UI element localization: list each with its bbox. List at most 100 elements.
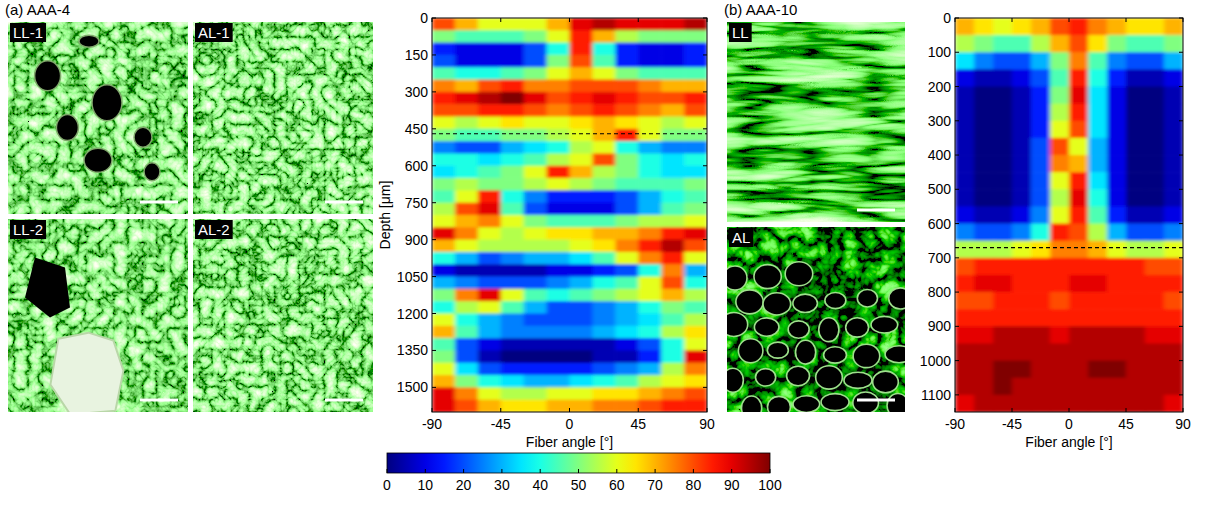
heat-cell — [570, 141, 594, 154]
heat-cell — [524, 43, 548, 56]
heat-cell — [547, 350, 571, 363]
heat-cell — [478, 215, 502, 228]
heat-cell — [432, 92, 456, 105]
axis-title: Fiber angle [°] — [1025, 434, 1112, 450]
heat-cell — [1126, 378, 1146, 396]
heat-cell — [661, 18, 685, 31]
tick — [425, 469, 426, 473]
heat-cell — [1164, 155, 1183, 173]
heat-cell — [478, 227, 502, 240]
heat-cell — [455, 43, 479, 56]
image-texture — [727, 227, 905, 412]
heat-cell — [432, 363, 456, 376]
heat-cell — [570, 18, 594, 31]
figure: (a) AAA-4(b) AAA-10LL-1AL-1LL-2AL-2LLAL-… — [0, 0, 1220, 517]
layer-boundary — [432, 133, 707, 134]
heat-cell — [1126, 189, 1146, 207]
heat-cell — [1050, 69, 1070, 87]
heat-cell — [1107, 35, 1127, 53]
heat-cell — [592, 166, 616, 179]
tick-label: 300 — [928, 113, 952, 129]
heat-cell — [455, 18, 479, 31]
frame — [955, 18, 1183, 412]
heat-cell — [615, 55, 639, 68]
tick — [432, 202, 436, 203]
tick — [432, 313, 436, 314]
heat-cell — [524, 277, 548, 290]
calcification — [50, 333, 123, 412]
heat-cell — [1050, 309, 1070, 327]
heat-cell — [1126, 104, 1146, 122]
tick — [432, 165, 436, 166]
heat-cell — [1145, 172, 1165, 190]
heat-cell — [955, 121, 975, 139]
heat-cell — [432, 129, 456, 142]
heat-cell — [455, 153, 479, 166]
heat-cell — [955, 138, 975, 156]
image-texture — [193, 219, 373, 412]
heat-cell — [684, 129, 707, 142]
heat-cell — [615, 190, 639, 203]
heat-cell — [432, 178, 456, 191]
tick-label: 300 — [405, 84, 429, 100]
heat-cell — [570, 203, 594, 216]
heat-cell — [1145, 121, 1165, 139]
heat-cell — [1088, 275, 1108, 293]
heat-cell — [1126, 138, 1146, 156]
heat-cell — [1145, 361, 1165, 379]
label-patch — [729, 228, 753, 247]
heat-cell — [592, 153, 616, 166]
heat-cell — [638, 240, 662, 253]
heat-cell — [1107, 189, 1127, 207]
heat-cell — [1012, 172, 1032, 190]
heat-cell — [455, 350, 479, 363]
heat-cell — [955, 326, 975, 344]
heat-cell — [501, 43, 525, 56]
heat-cell — [524, 264, 548, 277]
heat-cell — [661, 141, 685, 154]
heat-cell — [570, 326, 594, 339]
heat-cell — [478, 67, 502, 80]
heat-cell — [592, 190, 616, 203]
tick-label: 1050 — [397, 269, 428, 285]
cell — [727, 312, 748, 336]
cell — [738, 339, 763, 363]
image-texture — [193, 22, 373, 214]
heat-cell — [955, 18, 975, 36]
heat-cell — [455, 289, 479, 302]
tick-label: 40 — [532, 477, 548, 493]
heat-cell — [1164, 224, 1183, 242]
heat-cell — [1145, 138, 1165, 156]
heat-cell — [1145, 258, 1165, 276]
heat-cell — [661, 252, 685, 265]
heat-cell — [684, 227, 707, 240]
heat-cell — [638, 350, 662, 363]
heat-cell — [1145, 155, 1165, 173]
tick — [707, 18, 708, 22]
heat-cell — [661, 178, 685, 191]
heat-cell — [1164, 343, 1183, 361]
heat-cell — [661, 227, 685, 240]
heat-cell — [661, 277, 685, 290]
heat-cell — [638, 153, 662, 166]
tick-label: -90 — [945, 416, 965, 432]
image-label: AL-1 — [198, 24, 230, 41]
heat-cell — [974, 206, 994, 224]
tick — [955, 120, 959, 121]
heat-cell — [638, 203, 662, 216]
heat-cell — [570, 375, 594, 388]
tick — [955, 155, 959, 156]
tick-label: 0 — [1065, 416, 1073, 432]
heat-cell — [478, 166, 502, 179]
heat-cell — [501, 387, 525, 400]
tick-label: -45 — [1002, 416, 1022, 432]
heat-cell — [570, 252, 594, 265]
heat-cell — [547, 104, 571, 117]
heat-cell — [615, 104, 639, 117]
heat-cell — [1012, 395, 1032, 412]
heat-cell — [524, 67, 548, 80]
heat-cell — [661, 129, 685, 142]
tick — [540, 469, 541, 473]
image-ground — [727, 22, 905, 222]
heat-cell — [955, 155, 975, 173]
